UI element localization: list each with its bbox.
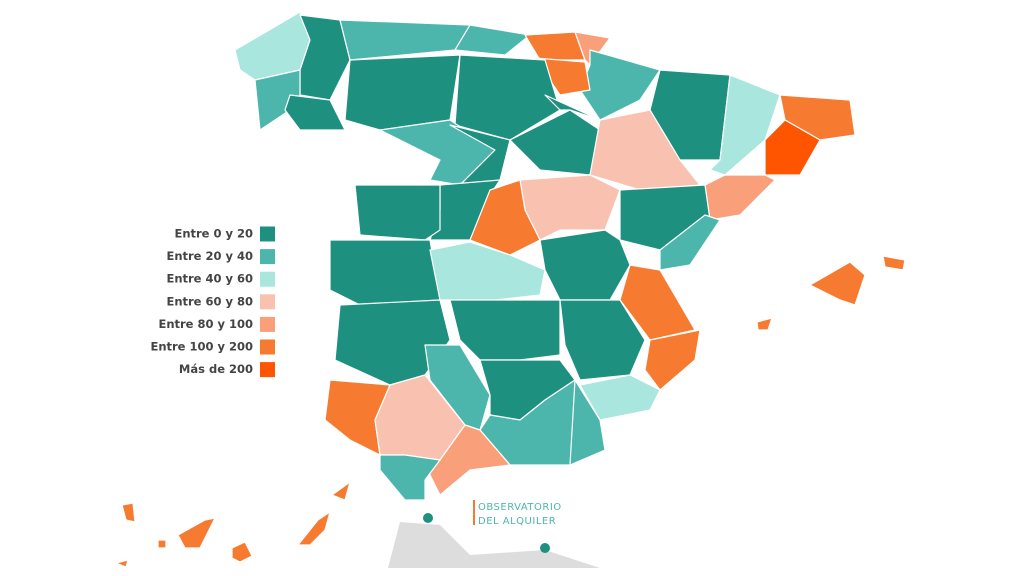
- ceuta: [423, 513, 433, 523]
- province: [882, 255, 906, 271]
- legend-label: Entre 20 y 40: [166, 249, 253, 263]
- melilla: [540, 543, 550, 553]
- province: [339, 19, 471, 61]
- province: [649, 69, 731, 161]
- province: [429, 241, 546, 301]
- province: [569, 379, 606, 466]
- province: [454, 54, 561, 141]
- province: [379, 454, 441, 501]
- legend-label: Entre 40 y 60: [166, 272, 253, 286]
- province: [544, 94, 601, 121]
- province: [579, 49, 661, 121]
- province: [115, 559, 129, 568]
- legend-label: Más de 200: [179, 362, 253, 376]
- legend-label: Entre 0 y 20: [174, 227, 253, 241]
- province: [704, 174, 776, 221]
- province: [177, 517, 216, 549]
- legend-swatch: [260, 271, 275, 287]
- legend-swatch: [260, 294, 275, 310]
- legend-swatch: [260, 249, 275, 265]
- logo-text: OBSERVATORIO: [478, 502, 562, 513]
- legend-label: Entre 80 y 100: [158, 317, 253, 331]
- province: [539, 229, 631, 301]
- province: [449, 299, 561, 361]
- province: [756, 317, 773, 331]
- province: [764, 119, 821, 176]
- province: [231, 541, 253, 563]
- legend-swatch: [260, 339, 275, 355]
- province: [354, 184, 441, 241]
- province: [344, 54, 461, 131]
- province: [659, 214, 721, 271]
- legend-swatch: [260, 226, 275, 242]
- legend-swatch: [260, 316, 275, 332]
- province: [121, 502, 136, 523]
- province: [809, 261, 866, 306]
- morocco: [388, 522, 600, 568]
- province: [579, 374, 661, 421]
- province: [284, 94, 346, 131]
- province: [329, 239, 441, 306]
- province: [157, 539, 167, 549]
- legend-label: Entre 100 y 200: [150, 340, 253, 354]
- logo-text: DEL ALQUILER: [478, 516, 556, 527]
- province: [297, 511, 331, 546]
- province: [644, 329, 701, 391]
- legend-swatch: [260, 362, 275, 378]
- province: [454, 24, 531, 56]
- legend-label: Entre 60 y 80: [166, 294, 253, 308]
- legend: Entre 0 y 20 Entre 20 y 40 Entre 40 y 60 En…: [150, 226, 275, 378]
- province: [779, 94, 856, 141]
- province: [331, 481, 351, 501]
